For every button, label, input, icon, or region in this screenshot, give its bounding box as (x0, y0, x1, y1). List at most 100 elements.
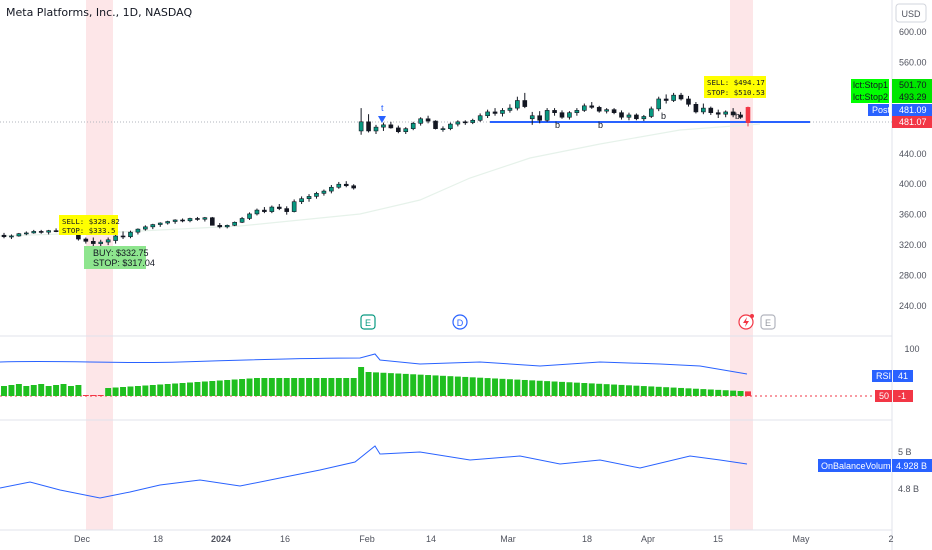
candle-body (403, 128, 409, 133)
candle-body (559, 112, 565, 118)
highlight-band (730, 0, 753, 530)
rsi-bar (506, 379, 513, 396)
time-tick-label: Mar (500, 534, 516, 544)
candle-body (477, 115, 483, 121)
candle-body (9, 235, 14, 238)
candle-body (507, 107, 513, 111)
candle-body (440, 128, 446, 130)
rsi-bar (596, 383, 603, 396)
time-tick-label: 15 (713, 534, 723, 544)
candle-body (195, 218, 200, 220)
rsi-bar (469, 377, 476, 396)
candle-body (492, 111, 498, 114)
sell-signal-box[interactable]: SELL: $328.82 STOP: $333.5 (59, 215, 120, 235)
svg-text:STOP: $333.5: STOP: $333.5 (62, 226, 115, 235)
candle-body (589, 105, 595, 108)
rsi-bar (261, 378, 268, 396)
rsi-bar (246, 378, 253, 396)
rsi-bar (581, 383, 588, 396)
candle-body (143, 226, 148, 230)
rsi-bar (670, 387, 677, 396)
svg-text:501.70: 501.70 (899, 80, 927, 90)
rsi-bar (201, 381, 208, 396)
rsi-bar (477, 377, 484, 396)
time-tick-label: 2024 (211, 534, 231, 544)
obv-line (0, 445, 748, 499)
svg-text:E: E (765, 318, 771, 328)
rsi-bar (45, 386, 52, 396)
rsi-bar (350, 378, 357, 396)
candle-body (648, 108, 654, 117)
rsi-bar (209, 381, 216, 396)
svg-text:STOP: $510.53: STOP: $510.53 (707, 88, 765, 97)
candle-body (157, 222, 163, 225)
candle-body (708, 107, 714, 113)
obv-value-tag: OnBalanceVolume 4.928 B (818, 459, 932, 472)
rsi-bar (75, 385, 82, 396)
rsi-bar (447, 376, 454, 396)
candle-body (462, 121, 468, 124)
candle-body (98, 241, 104, 244)
candle-body (38, 231, 44, 233)
rsi-bar (402, 373, 409, 396)
flash-icon[interactable] (738, 314, 754, 330)
rsi-bar (499, 378, 506, 396)
rsi-bar (484, 378, 491, 396)
candle-body (210, 217, 215, 226)
price-axis[interactable]: 600.00560.00520.00480.00440.00400.00360.… (899, 27, 927, 311)
time-tick-label: Apr (641, 534, 655, 544)
rsi-bar (120, 387, 127, 396)
currency-button[interactable]: USD (895, 3, 927, 23)
candle-body (626, 114, 632, 118)
candle-body (715, 112, 721, 115)
rsi-bar (715, 389, 722, 396)
candle-body (604, 109, 609, 112)
rsi-bar (23, 386, 30, 396)
candle-body (537, 115, 542, 121)
rsi-bar (253, 378, 260, 396)
candle-body (656, 98, 662, 110)
candle-body (738, 114, 743, 118)
rsi-bar (692, 388, 699, 396)
earnings-badge[interactable]: E (760, 314, 776, 330)
rsi-bar (187, 382, 193, 396)
candle-body (730, 111, 736, 116)
earnings-badge[interactable]: E (360, 314, 376, 330)
rsi-bar (97, 395, 104, 396)
rsi-bar (730, 390, 737, 396)
rsi-bar (172, 383, 179, 396)
candle-body (745, 107, 751, 123)
dividend-badge[interactable]: D (452, 314, 468, 330)
rsi-bar (633, 385, 640, 396)
candle-body (180, 219, 185, 222)
price-tick-label: 440.00 (899, 149, 927, 159)
candle-body (269, 206, 275, 212)
obv-axis-tick: 4.8 B (898, 484, 919, 494)
rsi-bar (15, 384, 22, 396)
rsi-bar (722, 390, 729, 396)
candle-body (165, 221, 170, 224)
rsi-bar (380, 372, 387, 396)
rsi-bar (603, 384, 610, 396)
marker-b-label: b (555, 120, 560, 130)
candle-body (574, 110, 580, 113)
candle-body (321, 190, 327, 194)
time-tick-label: Feb (359, 534, 375, 544)
rsi-bar (298, 378, 305, 396)
rsi-bar (328, 378, 335, 396)
marker-t-arrow (378, 116, 386, 123)
rsi-baseline-tag: 50 -1 (875, 390, 913, 402)
time-axis[interactable]: Dec 18 2024 16 Feb 14 Mar 18 Apr 15 May 2 (74, 534, 894, 544)
rsi-bar (8, 385, 15, 396)
sell-signal-box[interactable]: SELL: $494.17 STOP: $510.53 (704, 76, 766, 98)
buy-signal-box[interactable]: BUY: $332.75 STOP: $317.04 (84, 246, 155, 269)
svg-text:493.29: 493.29 (899, 92, 927, 102)
candle-body (663, 98, 669, 101)
rsi-bar (663, 387, 670, 396)
time-tick-label: 18 (582, 534, 592, 544)
rsi-bar (90, 395, 97, 396)
candle-body (247, 213, 252, 219)
svg-text:SELL: $494.17: SELL: $494.17 (707, 78, 765, 87)
candle-body (16, 233, 22, 237)
